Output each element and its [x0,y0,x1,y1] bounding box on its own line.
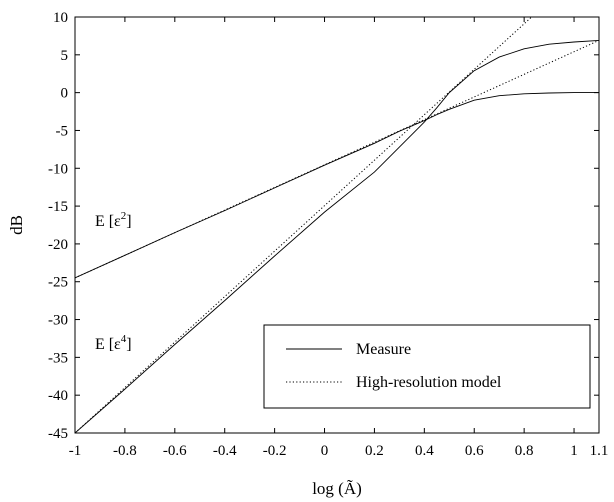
x-tick-label: -0.4 [213,443,237,459]
y-tick-label: -15 [48,199,68,215]
x-tick-label: 0.4 [415,443,434,459]
y-tick-label: -25 [48,275,68,291]
series-line-4-model [75,17,532,433]
legend-box [263,324,591,409]
legend: Measure High-resolution model [263,324,591,409]
y-tick-label: 5 [61,48,69,64]
x-tick-label: 0.2 [365,443,384,459]
annotation-e-eps-4: E [ε4] [95,333,132,353]
x-tick-label: -1 [69,443,82,459]
x-tick-label: 0.8 [515,443,534,459]
y-tick-label: -40 [48,388,68,404]
x-tick-label: -0.2 [263,443,287,459]
x-axis-label: log (Ã) [312,479,362,498]
x-tick-label: -0.8 [113,443,137,459]
y-axis: 10 5 0 -5 -10 -15 -20 -25 -30 -35 -40 -45 [48,10,599,442]
y-tick-label: -5 [56,123,69,139]
annotations: E [ε2] E [ε4] [95,210,132,353]
x-tick-label: 0 [321,443,329,459]
y-tick-label: -35 [48,350,68,366]
legend-label-1: Measure [356,341,411,358]
legend-label-2: High-resolution model [356,374,502,391]
series-line-3-model [75,39,599,279]
series-group [75,17,599,433]
y-tick-label: 0 [61,86,69,102]
y-tick-label: -30 [48,313,68,329]
x-tick-label: 1.1 [590,443,609,459]
y-tick-label: -20 [48,237,68,253]
x-tick-label: 0.6 [465,443,484,459]
series-line-2-measure [75,39,599,433]
y-tick-label: -45 [48,426,68,442]
y-tick-label: -10 [48,161,68,177]
plot-frame [74,16,600,434]
annotation-e-eps-2: E [ε2] [95,210,132,230]
x-tick-label: -0.6 [163,443,187,459]
y-axis-label: dB [7,215,26,235]
y-tick-label: 10 [53,10,68,26]
x-axis: -1 -0.8 -0.6 -0.4 -0.2 0 0.2 0.4 0.6 0.8 1 1.1 [69,17,609,459]
series-line-1-measure [75,92,599,279]
x-tick-label: 1 [570,443,578,459]
